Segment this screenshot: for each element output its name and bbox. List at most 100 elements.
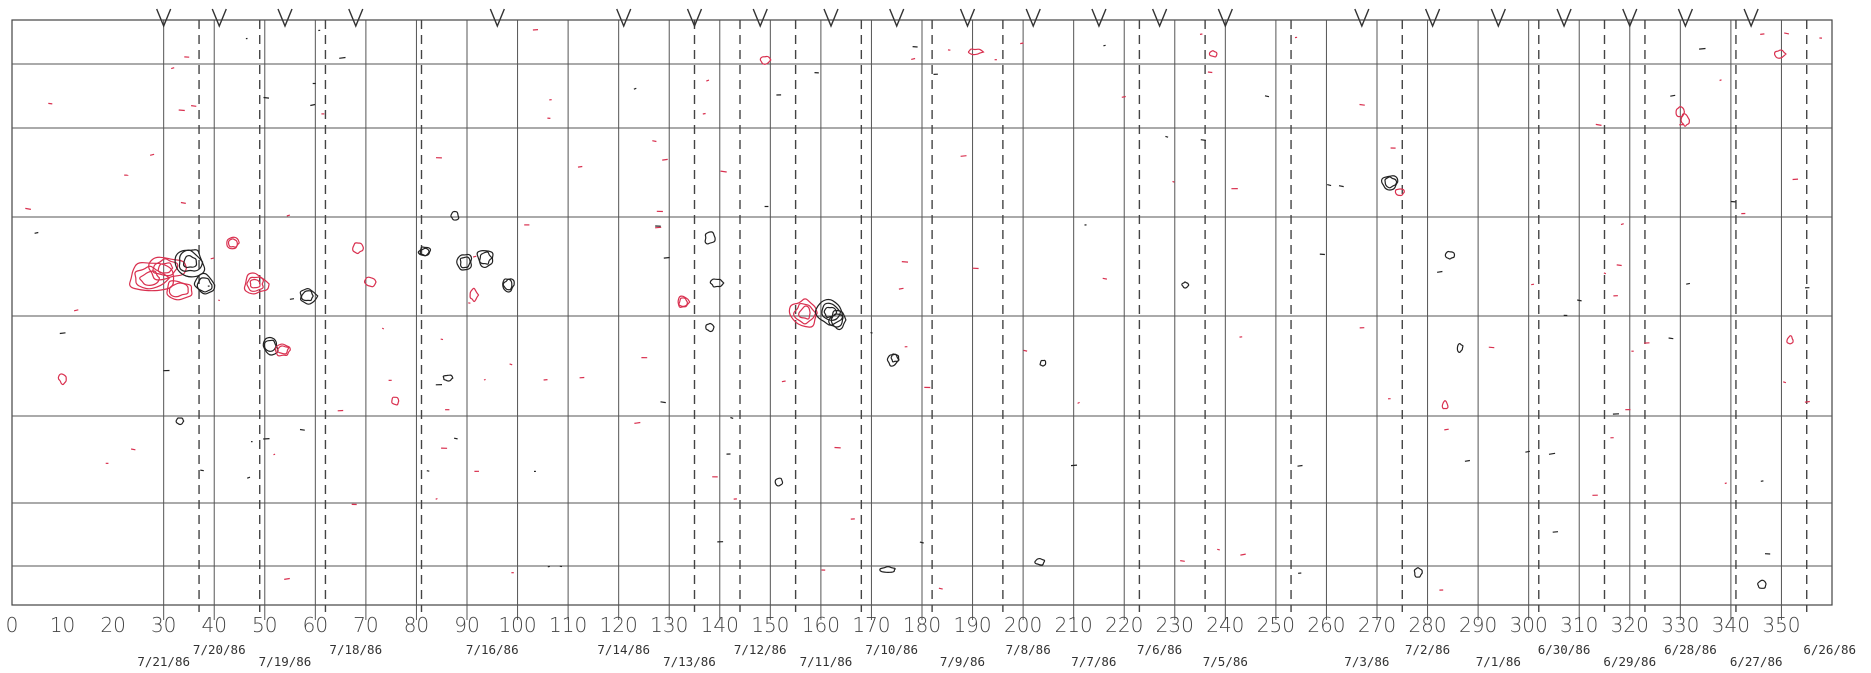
x-tick-label: 340 <box>1712 613 1750 637</box>
contour-positive <box>1786 335 1794 345</box>
contour-speck-positive <box>73 309 79 312</box>
x-tick-label: 210 <box>1055 613 1093 637</box>
contour-positive <box>788 298 818 328</box>
contour-positive <box>148 256 188 281</box>
contour-speck-negative <box>1525 450 1531 453</box>
date-label: 6/26/86 <box>1803 642 1856 657</box>
contour-speck-positive <box>1077 401 1080 404</box>
contour-negative <box>1413 567 1423 578</box>
contour-speck-positive <box>911 57 916 60</box>
contour-speck-positive <box>210 257 215 260</box>
contour-speck-positive <box>1207 71 1213 74</box>
contour-negative <box>263 339 277 352</box>
x-axis-ticks: 0 10 20 30 40 50 60 70 80 90 100 110 120 130 140 150 160… <box>6 613 1801 637</box>
contour-positive <box>249 278 261 289</box>
x-tick-label: 0 <box>6 613 19 637</box>
contour-negative <box>774 477 784 487</box>
contour-negative <box>830 313 844 328</box>
contour-positive <box>469 287 480 303</box>
v-marker <box>348 8 364 28</box>
date-label: 7/14/86 <box>597 642 650 657</box>
contour-speck-positive <box>1616 264 1622 267</box>
x-tick-label: 120 <box>600 613 638 637</box>
contour-speck-negative <box>1165 135 1169 138</box>
contour-speck-negative <box>633 87 637 90</box>
date-label: 7/19/86 <box>259 654 312 669</box>
contour-negative <box>442 374 454 382</box>
contour-speck-negative <box>289 298 295 300</box>
date-label: 7/20/86 <box>193 642 246 657</box>
v-marker <box>1025 8 1041 28</box>
contour-speck-positive <box>662 158 668 161</box>
x-tick-label: 300 <box>1510 613 1548 637</box>
x-tick-label: 260 <box>1307 613 1345 637</box>
contour-speck-positive <box>1102 277 1108 280</box>
date-label: 7/9/86 <box>940 654 985 669</box>
contour-negative <box>300 290 314 302</box>
contour-negative <box>182 255 198 269</box>
contour-negative <box>502 278 513 291</box>
contour-speck-positive <box>273 453 276 456</box>
x-tick-label: 270 <box>1358 613 1396 637</box>
contour-negative <box>196 277 213 293</box>
contour-speck-positive <box>149 153 155 156</box>
contour-speck-positive <box>381 327 385 330</box>
contour-speck-negative <box>1577 299 1582 302</box>
contour-speck-positive <box>509 363 513 366</box>
contour-speck-positive <box>1240 553 1246 556</box>
contour-positive <box>759 55 772 65</box>
x-tick-label: 110 <box>549 613 587 637</box>
contour-positive <box>246 276 264 292</box>
grid-lines <box>12 20 1832 620</box>
x-tick-label: 80 <box>404 613 429 637</box>
v-marker <box>1743 8 1759 28</box>
contour-positive <box>793 302 817 325</box>
date-label: 7/2/86 <box>1405 642 1450 657</box>
contour-speck-negative <box>1103 44 1106 47</box>
contour-negative <box>828 309 847 331</box>
x-tick-label: 160 <box>802 613 840 637</box>
contour-speck-positive <box>901 261 909 263</box>
contour-negative <box>479 251 494 265</box>
contour-speck-negative <box>870 332 873 334</box>
contour-speck-positive <box>577 165 583 168</box>
contour-speck-negative <box>1464 459 1470 462</box>
contour-speck-positive <box>48 102 53 105</box>
contour-speck-positive <box>702 112 706 115</box>
date-label: 7/1/86 <box>1476 654 1521 669</box>
contour-negative <box>704 231 716 245</box>
x-tick-label: 280 <box>1408 613 1446 637</box>
x-tick-label: 130 <box>650 613 688 637</box>
contour-speck-positive <box>286 214 291 217</box>
contour-positive <box>678 297 688 307</box>
contour-speck-positive <box>435 497 438 500</box>
v-marker <box>616 8 632 28</box>
contour-positive <box>157 262 174 274</box>
contour-negative <box>299 288 319 305</box>
contour-speck-negative <box>310 103 316 107</box>
x-tick-label: 100 <box>498 613 536 637</box>
contour-negative <box>476 249 494 269</box>
date-label: 7/10/86 <box>865 642 918 657</box>
date-label: 6/30/86 <box>1538 642 1591 657</box>
x-tick-label: 10 <box>50 613 75 637</box>
contour-speck-positive <box>655 226 662 229</box>
date-labels: 7/21/867/20/86 7/19/86 7/18/86 7/16/86 7/14/… <box>137 642 1856 669</box>
date-label: 7/11/86 <box>800 654 853 669</box>
contour-negative <box>193 272 216 295</box>
contour-positive <box>363 276 377 288</box>
x-tick-label: 50 <box>252 613 277 637</box>
contour-speck-positive <box>1784 32 1790 35</box>
contour-positive <box>274 343 291 357</box>
contour-speck-negative <box>1686 282 1691 285</box>
contour-speck-positive <box>652 140 657 143</box>
contour-speck-negative <box>1327 184 1332 187</box>
contour-speck-positive <box>960 155 967 157</box>
contour-negative <box>1181 281 1190 289</box>
x-tick-label: 90 <box>454 613 479 637</box>
contour-negative <box>1039 359 1047 367</box>
contour-speck-negative <box>34 231 39 234</box>
v-marker <box>1091 8 1107 28</box>
contour-speck-positive <box>1444 428 1449 431</box>
date-label: 7/18/86 <box>329 642 382 657</box>
